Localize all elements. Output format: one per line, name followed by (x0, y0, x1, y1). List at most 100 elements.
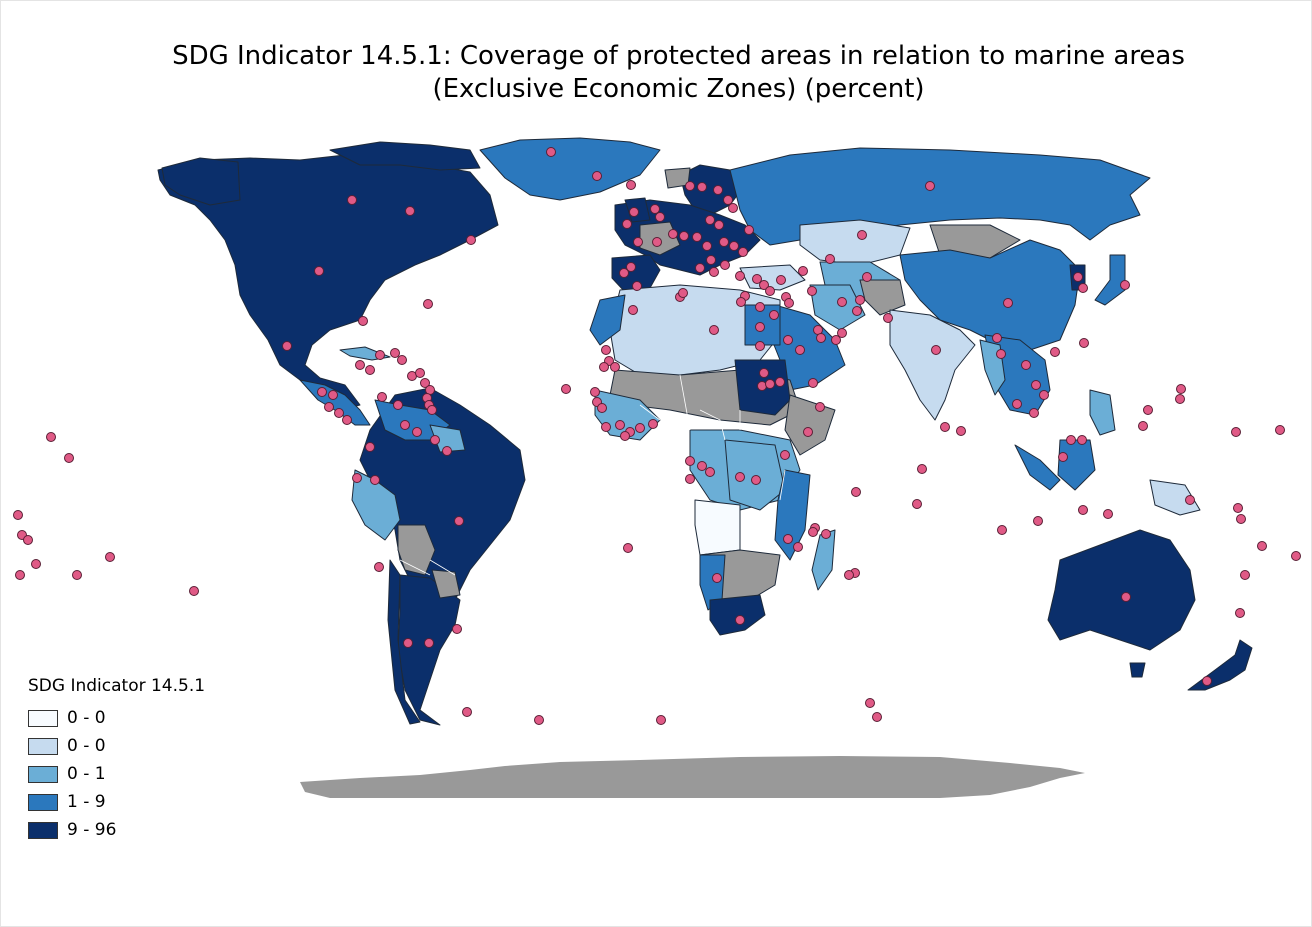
location-marker (656, 715, 666, 725)
location-marker (534, 715, 544, 725)
antarctica-region (300, 756, 1085, 798)
location-marker (1021, 360, 1031, 370)
location-marker (709, 267, 719, 277)
location-marker (755, 302, 765, 312)
location-marker (821, 529, 831, 539)
legend-item: 0 - 0 (28, 704, 205, 732)
location-marker (424, 638, 434, 648)
location-marker (377, 392, 387, 402)
location-marker (655, 212, 665, 222)
location-marker (355, 360, 365, 370)
location-marker (72, 570, 82, 580)
location-marker (1176, 384, 1186, 394)
location-marker (601, 345, 611, 355)
location-marker (714, 220, 724, 230)
location-marker (713, 185, 723, 195)
location-marker (1236, 514, 1246, 524)
location-marker (755, 341, 765, 351)
legend-label: 0 - 0 (67, 708, 106, 728)
location-marker (857, 230, 867, 240)
location-marker (420, 378, 430, 388)
location-marker (720, 260, 730, 270)
location-marker (633, 237, 643, 247)
location-marker (592, 171, 602, 181)
location-marker (940, 422, 950, 432)
location-marker (317, 387, 327, 397)
china-region (899, 239, 1081, 351)
south-africa-region (709, 594, 766, 636)
location-marker (423, 299, 433, 309)
location-marker (997, 525, 1007, 535)
location-marker (626, 180, 636, 190)
location-marker (1235, 608, 1245, 618)
location-marker (1039, 390, 1049, 400)
location-marker (442, 446, 452, 456)
tasmania-region (1129, 662, 1146, 678)
madagascar-region (811, 529, 836, 591)
location-marker (615, 420, 625, 430)
location-marker (1185, 495, 1195, 505)
location-marker (1231, 427, 1241, 437)
location-marker (723, 195, 733, 205)
location-marker (735, 271, 745, 281)
location-marker (1031, 380, 1041, 390)
location-marker (956, 426, 966, 436)
location-marker (597, 403, 607, 413)
location-marker (46, 432, 56, 442)
location-marker (628, 305, 638, 315)
location-marker (1103, 509, 1113, 519)
location-marker (759, 280, 769, 290)
location-marker (15, 570, 25, 580)
location-marker (1138, 421, 1148, 431)
location-marker (837, 297, 847, 307)
location-marker (765, 379, 775, 389)
legend-rows: 0 - 0 0 - 0 0 - 1 1 - 9 9 - 96 (28, 704, 205, 844)
location-marker (883, 313, 893, 323)
location-marker (1050, 347, 1060, 357)
location-marker (546, 147, 556, 157)
location-marker (775, 377, 785, 387)
location-marker (13, 510, 23, 520)
location-marker (623, 543, 633, 553)
location-marker (590, 387, 600, 397)
location-marker (400, 420, 410, 430)
location-marker (1066, 435, 1076, 445)
location-marker (1079, 338, 1089, 348)
location-marker (601, 422, 611, 432)
legend-item: 0 - 1 (28, 760, 205, 788)
location-marker (648, 419, 658, 429)
location-marker (783, 335, 793, 345)
south-america-border-lines (399, 559, 456, 576)
location-marker (705, 215, 715, 225)
location-marker (1078, 505, 1088, 515)
location-marker (668, 229, 678, 239)
location-marker (314, 266, 324, 276)
location-marker (729, 241, 739, 251)
location-marker (803, 427, 813, 437)
location-marker (795, 345, 805, 355)
location-marker (619, 268, 629, 278)
location-marker (751, 475, 761, 485)
legend-label: 0 - 1 (67, 764, 106, 784)
location-marker (815, 402, 825, 412)
location-marker (1240, 570, 1250, 580)
location-marker (632, 281, 642, 291)
location-marker (427, 405, 437, 415)
location-marker (1275, 425, 1285, 435)
location-marker (342, 415, 352, 425)
legend-label: 1 - 9 (67, 792, 106, 812)
location-marker (705, 467, 715, 477)
location-marker (412, 427, 422, 437)
location-marker (798, 266, 808, 276)
location-marker (685, 181, 695, 191)
australia-region (1047, 529, 1196, 651)
location-marker (462, 707, 472, 717)
location-marker (23, 535, 33, 545)
location-marker (692, 232, 702, 242)
greenland-region (479, 137, 661, 201)
russia-region (729, 147, 1151, 246)
location-marker (365, 442, 375, 452)
location-marker (996, 349, 1006, 359)
location-marker (64, 453, 74, 463)
